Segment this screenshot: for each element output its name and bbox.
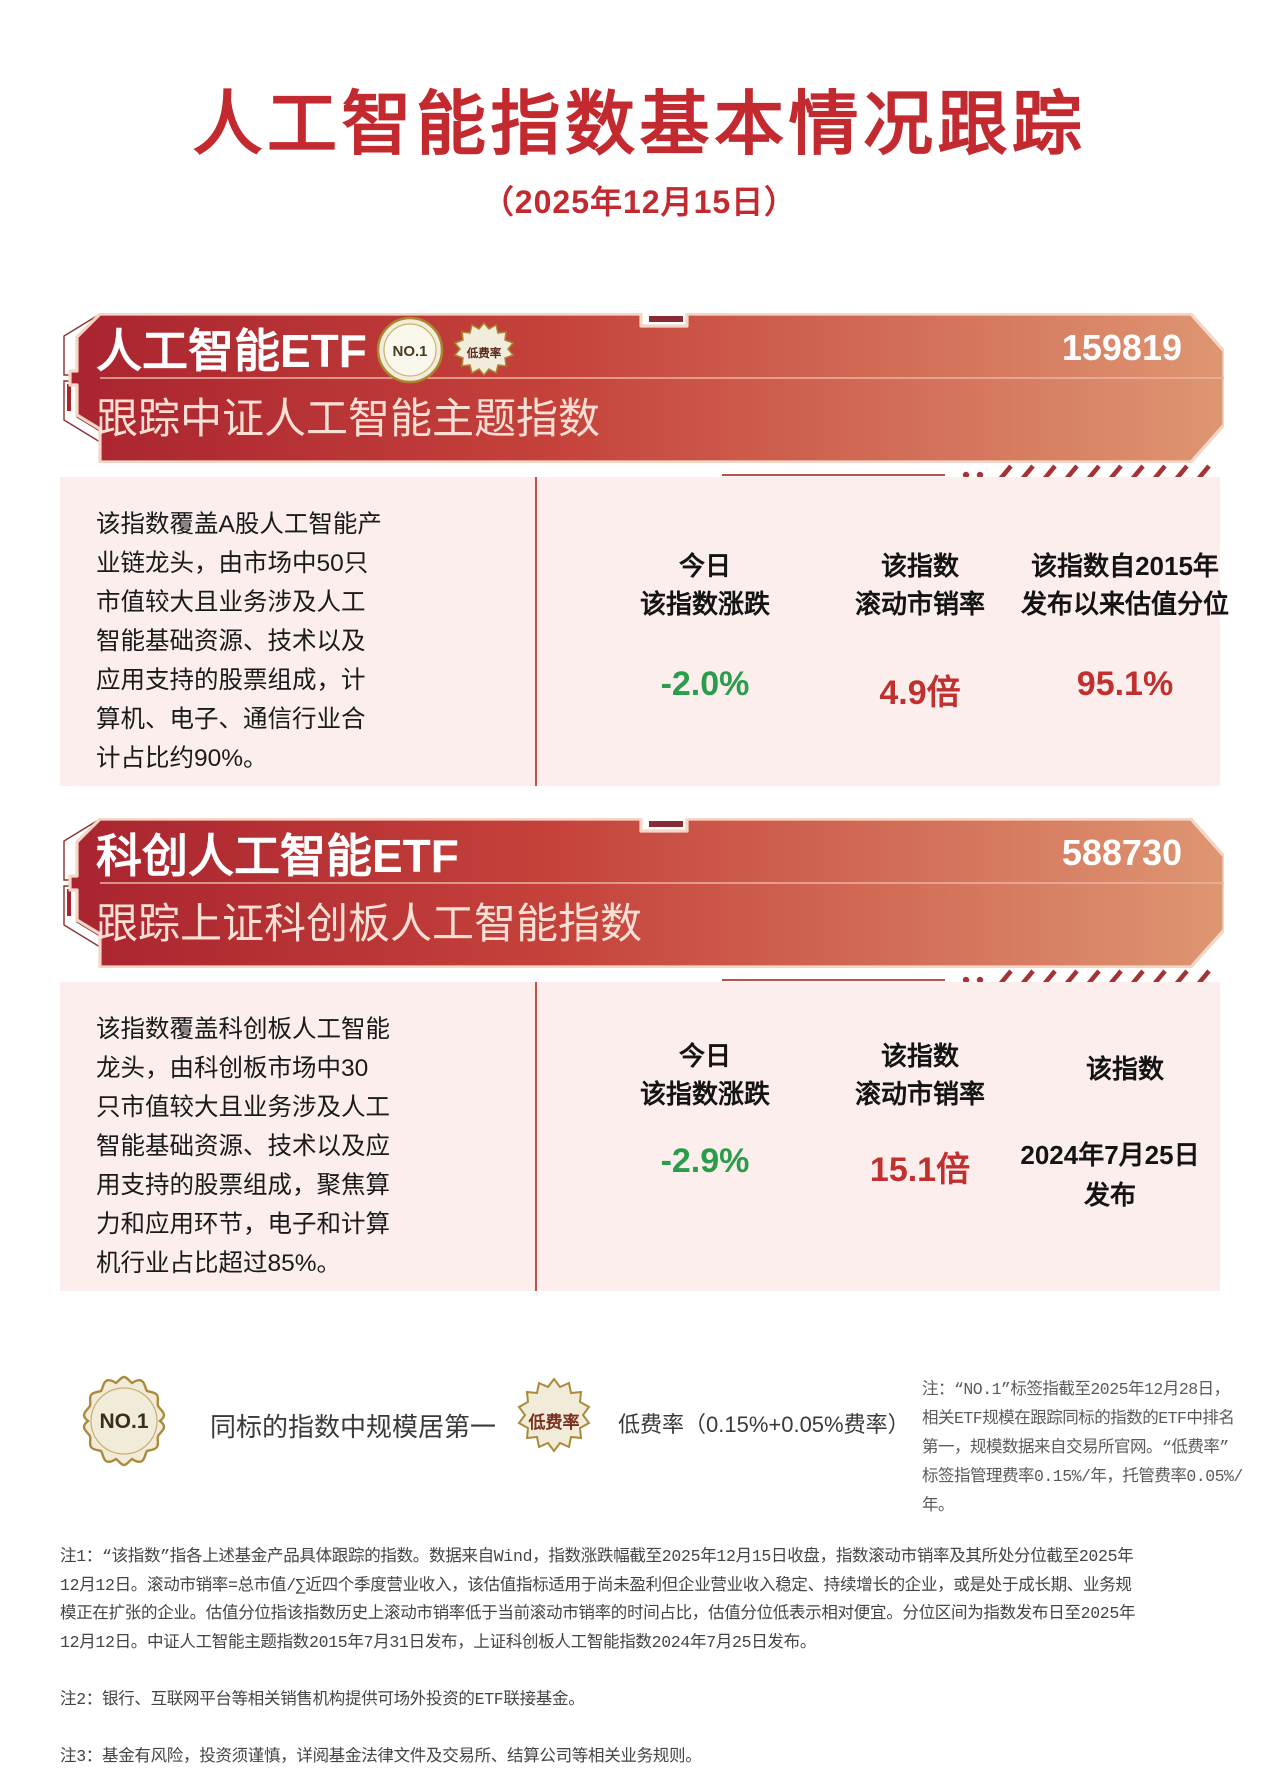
- svg-text:低费率: 低费率: [528, 1412, 580, 1432]
- svg-text:NO.1: NO.1: [392, 343, 427, 360]
- svg-text:低费率: 低费率: [466, 346, 502, 360]
- svg-text:NO.1: NO.1: [99, 1410, 148, 1433]
